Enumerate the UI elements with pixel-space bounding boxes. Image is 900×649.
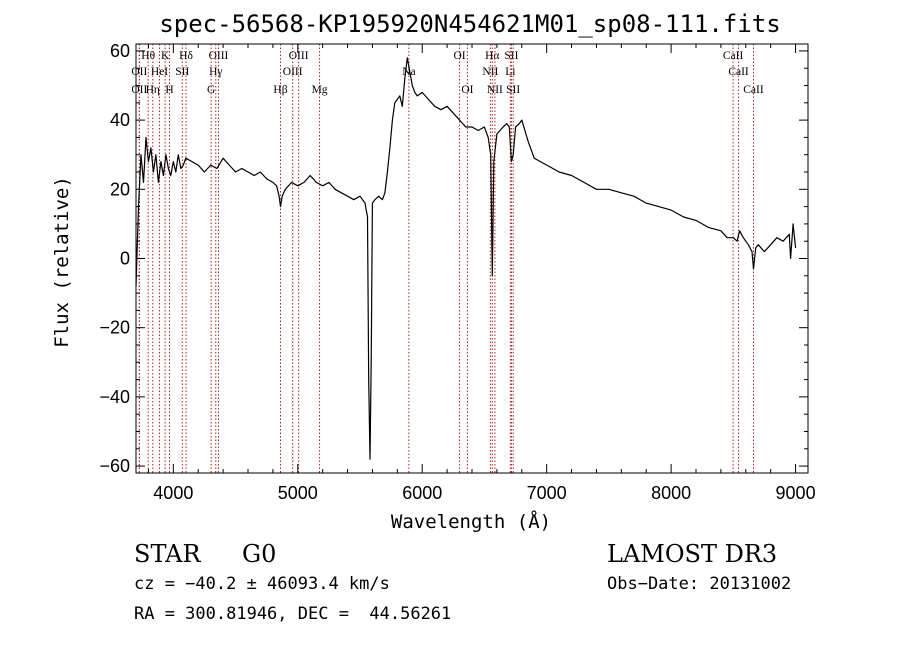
coordinates: RA = 300.81946, DEC = 44.56261 (134, 604, 452, 624)
spectral-line-label: Hθ (141, 50, 155, 62)
y-tick-label: −60 (99, 456, 130, 476)
redshift-velocity: cz = −40.2 ± 46093.4 km/s (134, 574, 390, 594)
spectral-line-label: OI (461, 84, 473, 96)
spectral-line-label: NII (487, 84, 503, 96)
spectral-line-label: SII (506, 84, 520, 96)
y-tick-label: −20 (99, 318, 130, 338)
spectral-line-label: CaII (728, 66, 749, 78)
spectral-line-label: SII (175, 66, 189, 78)
spectral-line-label: OIII (283, 66, 303, 78)
spectral-line-label: HeI (151, 66, 168, 78)
x-tick-label: 4000 (153, 483, 193, 503)
y-tick-label: 20 (110, 179, 130, 199)
spectral-line-label: Hδ (179, 50, 193, 62)
y-axis-label: Flux (relative) (51, 176, 73, 348)
spectral-line-label: G (207, 84, 215, 96)
survey-name: LAMOST DR3 (607, 540, 778, 568)
spectral-line-label: NII (482, 66, 498, 78)
x-tick-label: 8000 (651, 483, 691, 503)
y-tick-label: −40 (99, 387, 130, 407)
spectral-line-label: K (161, 50, 170, 62)
x-axis-label: Wavelength (Å) (391, 510, 551, 533)
spectral-line-label: OIII (289, 50, 309, 62)
x-tick-label: 6000 (402, 483, 442, 503)
subclass: G0 (242, 540, 277, 568)
spectral-line-label: OIII (209, 50, 229, 62)
plot-frame (135, 43, 809, 474)
spectral-line-label: CaII (743, 84, 764, 96)
y-tick-label: 60 (110, 41, 130, 61)
spectral-line-label: Li (505, 66, 515, 78)
spectral-line-label: CaII (723, 50, 744, 62)
spectral-line-label: SII (504, 50, 518, 62)
x-tick-label: 7000 (527, 483, 567, 503)
x-tick-label: 5000 (278, 483, 318, 503)
spectral-line-label: Hγ (209, 66, 222, 78)
spectral-line-label: Hη (146, 84, 160, 96)
spectral-line-label: Mg (312, 84, 328, 96)
x-tick-label: 9000 (776, 483, 816, 503)
object-class: STAR (134, 540, 201, 568)
spectral-line-label: OII (131, 66, 147, 78)
observation-date: Obs−Date: 20131002 (607, 574, 792, 594)
y-tick-label: 40 (110, 110, 130, 130)
spectrum-series-line (135, 57, 797, 460)
spectral-line-label: H (165, 84, 173, 96)
spectral-line-label: OI (453, 50, 465, 62)
chart-title: spec-56568-KP195920N454621M01_sp08-111.f… (159, 10, 780, 38)
spectral-line-label: Hα (485, 50, 499, 62)
y-tick-label: 0 (120, 249, 130, 269)
spectral-line-label: Hβ (273, 84, 287, 96)
